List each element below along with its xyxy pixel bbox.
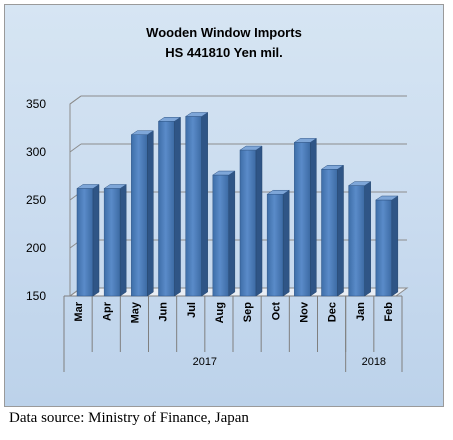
bar-side: [92, 184, 100, 297]
bar-side: [119, 184, 127, 297]
bar-side: [174, 116, 181, 297]
y-tick-label: 350: [26, 97, 46, 111]
y-tick-label: 150: [26, 289, 46, 303]
bar-chart: Wooden Window Imports HS 441810 Yen mil. 1…: [26, 25, 409, 372]
year-group-label: 2017: [193, 356, 217, 368]
x-tick-label: Jun: [158, 302, 170, 322]
bar-front: [239, 149, 257, 297]
x-tick-label: May: [129, 301, 141, 323]
bar-top: [375, 195, 399, 201]
bar-dec: [320, 164, 345, 297]
bar-front: [158, 121, 175, 297]
bar-top: [320, 165, 345, 170]
bar-feb: [375, 195, 399, 297]
bar-side: [310, 137, 317, 297]
bar-front: [375, 199, 393, 297]
gridline-diagonal: [69, 143, 82, 153]
x-tick-label: Oct: [270, 302, 282, 321]
bar-side: [337, 164, 344, 297]
gridline-diagonal: [69, 95, 82, 105]
bar-top: [103, 184, 127, 189]
x-tick-label: Feb: [383, 302, 395, 322]
x-tick-label: Nov: [298, 301, 310, 323]
bar-top: [266, 189, 290, 195]
bar-top: [76, 184, 100, 189]
bar-sep: [239, 145, 263, 297]
bar-top: [130, 130, 155, 135]
x-tick-label: Jan: [355, 302, 367, 321]
bar-jul: [184, 112, 209, 297]
bar-top: [157, 117, 182, 122]
bar-may: [130, 130, 155, 297]
bar-front: [294, 142, 311, 297]
y-tick-label: 200: [26, 241, 46, 255]
bar-apr: [103, 184, 127, 297]
bar-top: [184, 112, 209, 117]
bar-side: [201, 112, 208, 297]
x-tick-label: Jul: [186, 302, 198, 318]
x-tick-label: Apr: [101, 301, 113, 321]
bar-top: [239, 145, 263, 151]
data-source-note: Data source: Ministry of Finance, Japan: [9, 410, 249, 426]
bar-front: [348, 185, 365, 297]
bar-top: [293, 138, 318, 143]
bar-front: [212, 174, 230, 297]
x-tick-label: Aug: [214, 302, 226, 323]
bar-top: [347, 181, 372, 186]
y-tick-label: 300: [26, 145, 46, 159]
bar-side: [391, 195, 399, 297]
year-group-label: 2018: [362, 356, 386, 368]
bar-top: [212, 170, 236, 176]
bar-side: [255, 145, 263, 297]
bar-front: [321, 169, 338, 297]
x-tick-label: Sep: [242, 302, 254, 322]
bar-oct: [266, 189, 290, 297]
bar-jun: [157, 116, 182, 297]
bar-mar: [76, 184, 100, 297]
bar-side: [147, 130, 154, 297]
bar-front: [76, 188, 94, 297]
chart-title-line: HS 441810 Yen mil.: [165, 45, 283, 60]
chart-title-line: Wooden Window Imports: [146, 25, 302, 40]
bar-nov: [293, 137, 318, 297]
y-tick-label: 250: [26, 193, 46, 207]
bar-side: [364, 181, 371, 297]
bar-aug: [212, 170, 236, 297]
bar-front: [266, 193, 284, 297]
x-tick-label: Dec: [327, 302, 339, 322]
bar-front: [131, 134, 148, 297]
bar-side: [282, 189, 290, 297]
x-tick-label: Mar: [73, 301, 85, 321]
bar-front: [103, 188, 121, 297]
bar-jan: [347, 181, 372, 297]
bar-front: [185, 116, 202, 297]
bar-side: [228, 170, 236, 297]
